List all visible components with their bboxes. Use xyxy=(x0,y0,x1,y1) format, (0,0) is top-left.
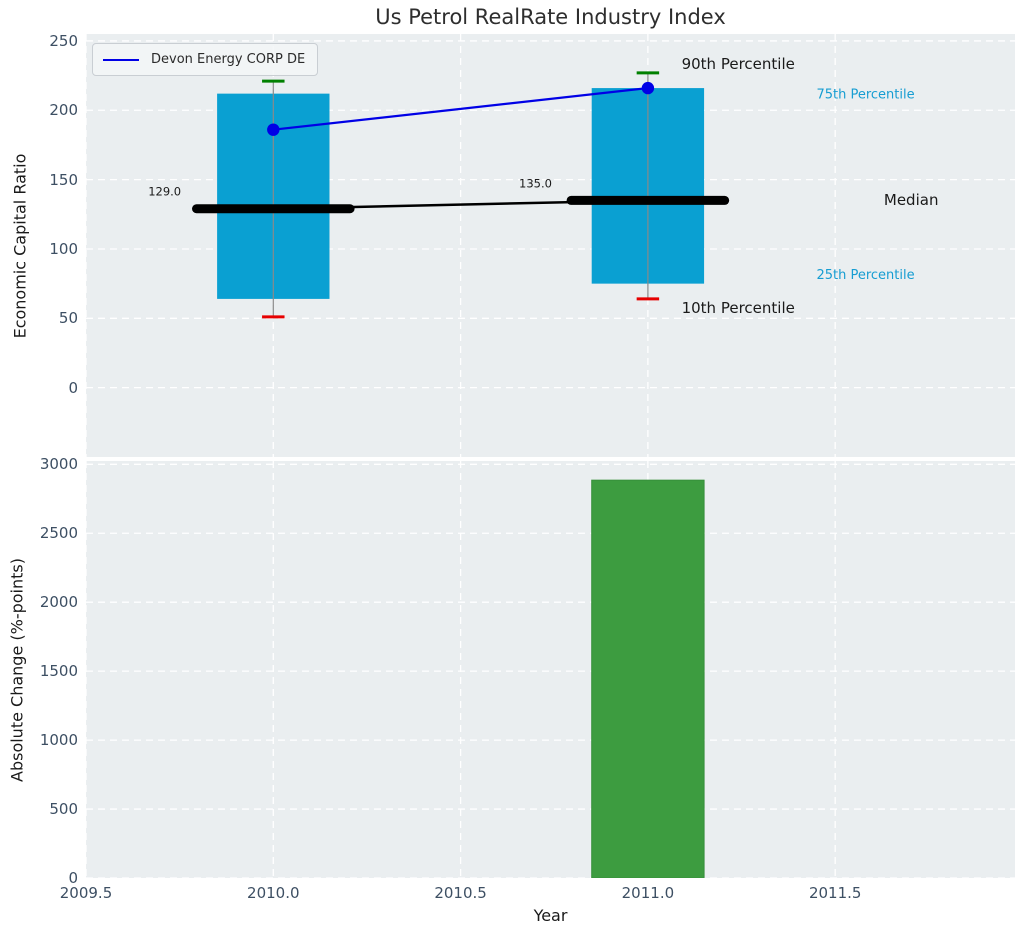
x-tick-label: 2011.0 xyxy=(621,884,675,902)
bottom-plot-area xyxy=(86,461,1015,878)
y-tick-label: 250 xyxy=(49,31,78,50)
annotation: Median xyxy=(884,191,939,209)
y-tick-label: 0 xyxy=(68,869,78,887)
y-tick-label: 50 xyxy=(58,309,78,328)
x-tick-label: 2011.5 xyxy=(808,884,862,902)
plot-canvas xyxy=(86,461,1015,878)
y-tick-label: 150 xyxy=(49,170,78,189)
top-plot-area: 90th Percentile 10th Percentile 75th Perce… xyxy=(86,34,1015,457)
annotation: 90th Percentile xyxy=(682,55,795,73)
legend-line-swatch xyxy=(103,58,139,61)
series-line xyxy=(273,86,649,131)
annotation: 129.0 xyxy=(148,185,181,199)
change-bar xyxy=(591,479,705,878)
y-tick-label: 500 xyxy=(49,800,78,819)
y-tick-label: 0 xyxy=(68,378,78,397)
annotation: 10th Percentile xyxy=(682,299,795,317)
legend-label: Devon Energy CORP DE xyxy=(151,52,306,67)
plot-canvas: 90th Percentile 10th Percentile 75th Perce… xyxy=(86,34,1015,457)
series-marker xyxy=(641,81,655,95)
chart-title: Us Petrol RealRate Industry Index xyxy=(375,5,726,29)
annotation: 75th Percentile xyxy=(816,88,914,103)
series-marker xyxy=(267,123,280,136)
y-tick-label: 3000 xyxy=(39,455,78,474)
x-tick-label: 2010.5 xyxy=(434,884,487,902)
annotation: 25th Percentile xyxy=(816,268,914,283)
x-tick-label: 2009.5 xyxy=(59,884,113,902)
x-axis-label: Year xyxy=(533,906,568,925)
y-tick-label: 100 xyxy=(49,239,78,258)
y-tick-label: 2500 xyxy=(39,524,78,543)
x-tick-label: 2010.0 xyxy=(247,884,300,902)
annotation: 135.0 xyxy=(519,176,552,190)
y-tick-label: 2000 xyxy=(39,593,78,612)
y-tick-label: 1500 xyxy=(39,662,78,681)
y-tick-label: 1000 xyxy=(39,731,78,750)
legend: Devon Energy CORP DE xyxy=(92,43,319,76)
y-tick-label: 200 xyxy=(49,101,78,120)
